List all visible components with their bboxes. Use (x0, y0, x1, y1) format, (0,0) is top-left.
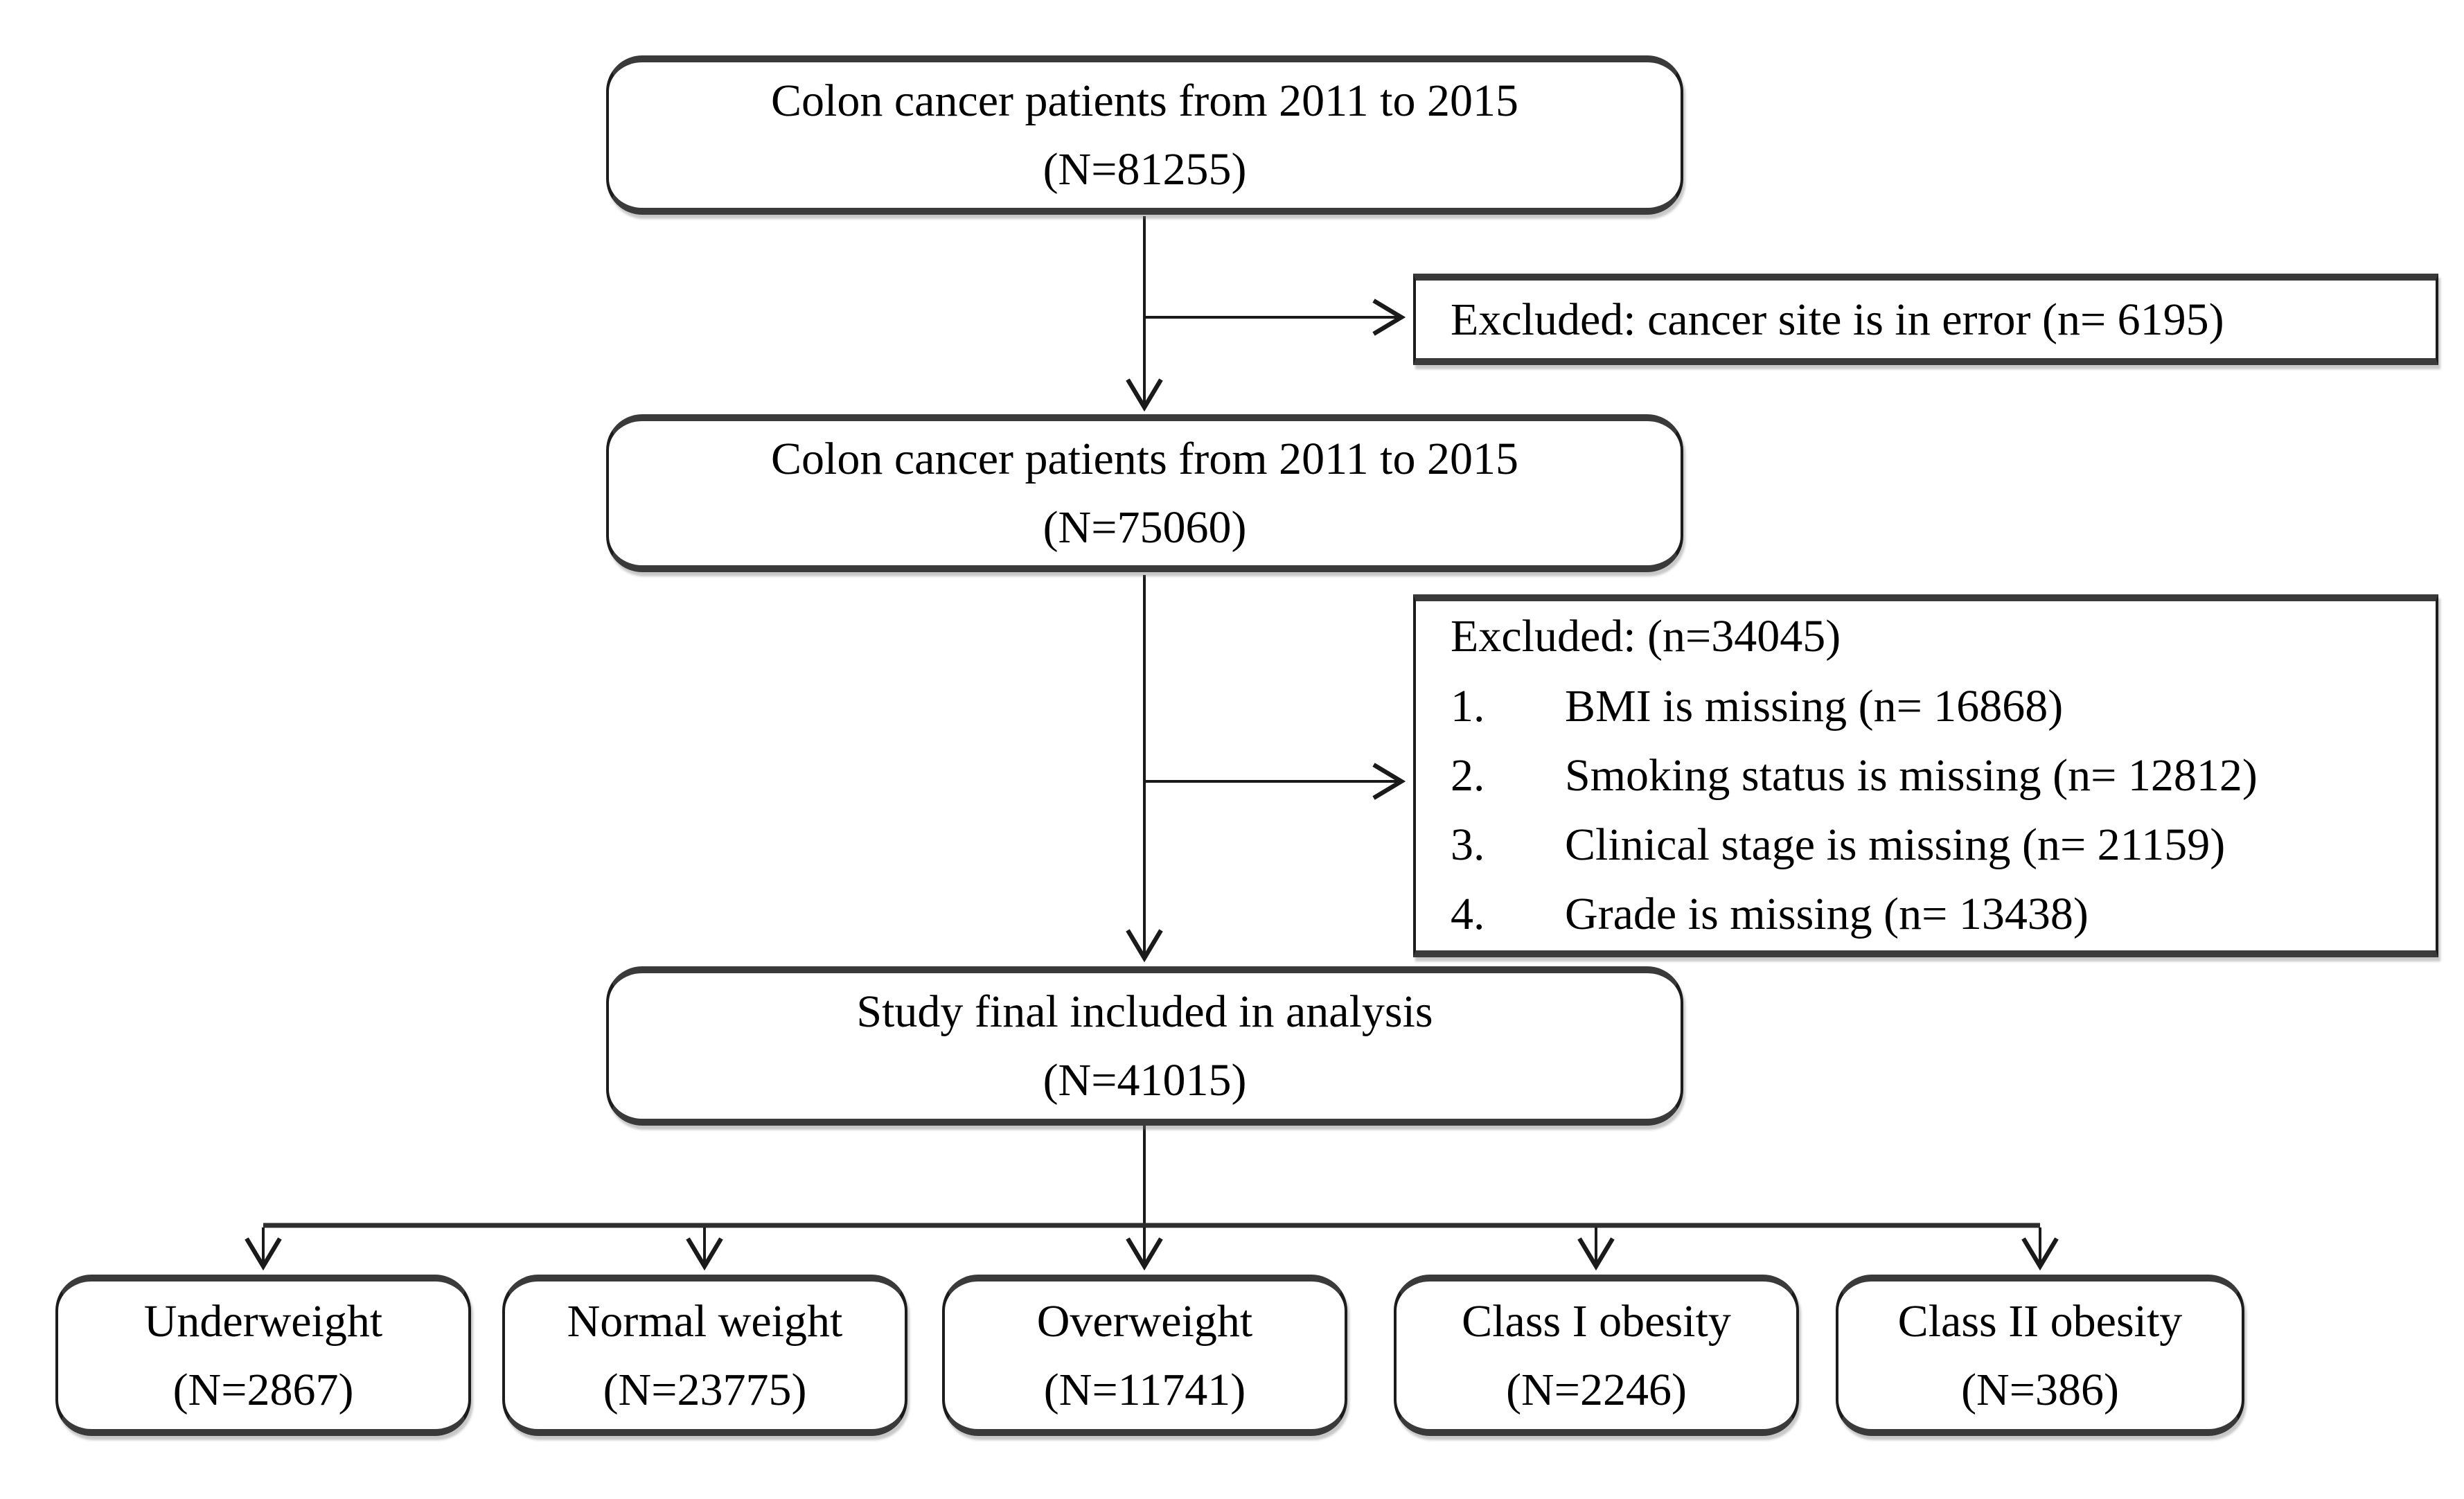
item-number: 1. (1451, 680, 1485, 731)
excluded-item: 3. Clinical stage is missing (n= 21159) (1451, 810, 2415, 880)
node-count: (N=2867) (172, 1364, 354, 1415)
node-cohort-initial: Colon cancer patients from 2011 to 2015 … (606, 55, 1683, 215)
excluded-item: 1. BMI is missing (n= 16868) (1451, 672, 2415, 741)
excluded-item: 2. Smoking status is missing (n= 12812) (1451, 741, 2415, 810)
node-label: Overweight (1036, 1295, 1253, 1347)
item-text: Smoking status is missing (n= 12812) (1565, 750, 2258, 801)
node-label: Normal weight (567, 1295, 843, 1347)
item-text: Clinical stage is missing (n= 21159) (1565, 819, 2226, 871)
node-count: (N=81255) (1043, 144, 1247, 195)
excluded-item: 4. Grade is missing (n= 13438) (1451, 880, 2415, 949)
node-cohort-filtered: Colon cancer patients from 2011 to 2015 … (606, 414, 1683, 572)
node-final-analysis: Study final included in analysis (N=4101… (606, 966, 1683, 1126)
node-count: (N=23775) (603, 1364, 807, 1415)
node-count: (N=11741) (1043, 1364, 1246, 1415)
item-number: 4. (1451, 889, 1485, 940)
node-group-overweight: Overweight (N=11741) (942, 1275, 1347, 1436)
node-group-class1-obesity: Class I obesity (N=2246) (1394, 1275, 1799, 1436)
node-count: (N=2246) (1506, 1364, 1687, 1415)
node-label: Class I obesity (1462, 1295, 1731, 1347)
excluded-title: Excluded: (n=34045) (1451, 611, 1841, 662)
item-text: BMI is missing (n= 16868) (1565, 680, 2064, 731)
node-count: (N=386) (1961, 1364, 2119, 1415)
node-count: (N=75060) (1043, 502, 1247, 553)
node-excluded-cancer-site: Excluded: cancer site is in error (n= 61… (1413, 274, 2438, 365)
node-label: Colon cancer patients from 2011 to 2015 (771, 434, 1518, 484)
node-label: Study final included in analysis (856, 986, 1433, 1037)
item-number: 3. (1451, 819, 1485, 871)
node-label: Excluded: cancer site is in error (n= 61… (1451, 294, 2224, 345)
node-group-underweight: Underweight (N=2867) (55, 1275, 471, 1436)
item-text: Grade is missing (n= 13438) (1565, 889, 2089, 940)
item-number: 2. (1451, 750, 1485, 801)
node-group-class2-obesity: Class II obesity (N=386) (1836, 1275, 2244, 1436)
node-label: Colon cancer patients from 2011 to 2015 (771, 76, 1518, 126)
node-label: Underweight (143, 1295, 383, 1347)
node-label: Class II obesity (1897, 1295, 2183, 1347)
node-excluded-missing-data: Excluded: (n=34045) 1. BMI is missing (n… (1413, 594, 2438, 957)
node-group-normal-weight: Normal weight (N=23775) (502, 1275, 907, 1436)
node-count: (N=41015) (1043, 1055, 1247, 1106)
